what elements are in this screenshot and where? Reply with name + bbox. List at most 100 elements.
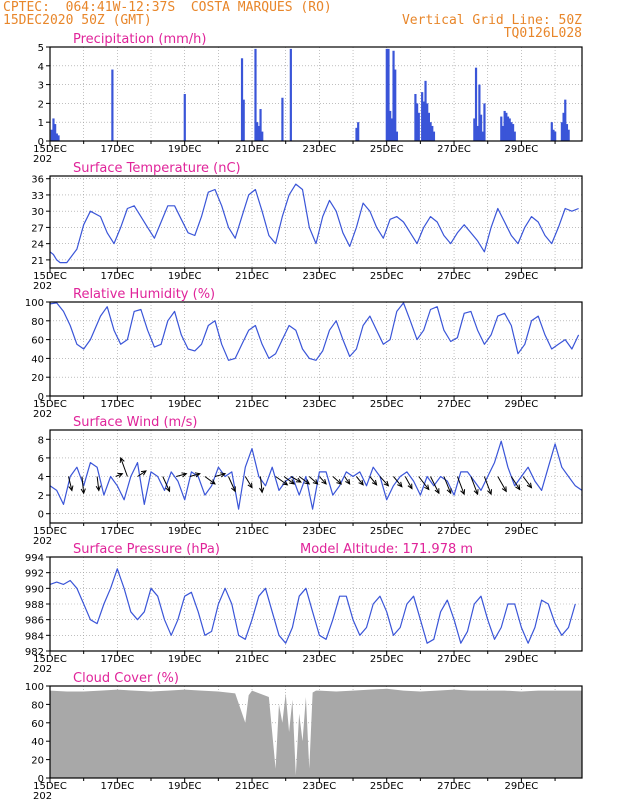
wind-arrow [456,476,465,495]
x-tick-label: 19DEC [168,399,202,410]
x-tick-label: 25DEC [370,399,404,410]
year-label: 202 [33,664,52,675]
wind-arrow [137,470,147,477]
precip-bar [565,124,569,141]
year-label: 202 [33,536,52,547]
wind-arrowhead [501,486,507,493]
precip-bar [550,122,553,141]
wind-arrow [356,476,364,486]
precip-bar [431,125,434,141]
header-date: 15DEC2020 50Z (GMT) [3,13,152,28]
precip-bar [390,118,393,141]
y-tick-label: 40 [31,737,44,748]
wind-arrowhead [209,479,216,485]
x-tick-label: 21DEC [235,781,269,792]
precip-bar [259,109,262,141]
y-tick-label: 990 [25,584,44,595]
precip-bar [562,112,565,141]
wind-arrow [483,476,492,495]
wind-arrowhead [194,472,201,478]
precip-bar [560,122,563,141]
precip-bar [474,67,478,141]
wind-arrowhead [336,479,343,485]
precip-bar [481,131,484,141]
precip-bar [479,114,483,141]
wind-arrow [497,476,507,492]
wind-arrowhead [247,482,253,489]
precip-bar [389,110,392,141]
y-tick-label: 3 [38,81,44,92]
precip-bar [183,94,186,141]
precip-bar [554,131,557,141]
header-line1: CPTEC: 064:41W-12:37S COSTA MARQUES (RO) [3,0,332,15]
x-tick-label: 25DEC [370,781,404,792]
x-tick-label: 15DEC [33,781,67,792]
wind-arrowhead [220,472,227,478]
wind-arrowhead [117,472,124,478]
wind-arrow [430,476,440,494]
wind-arrow [275,476,288,486]
wind-arrow [510,476,521,490]
precip-bar [427,112,430,141]
y-tick-label: 80 [31,700,44,711]
y-tick-label: 0 [38,137,44,148]
x-tick-label: 29DEC [505,781,539,792]
x-tick-label: 15DEC [33,271,67,282]
wind-arrow [393,476,403,488]
precip-bar [414,94,417,141]
wind-arrowhead [434,488,440,495]
precip-bar [567,129,570,141]
y-tick-label: 20 [31,756,44,767]
wind-arrowhead [68,485,74,492]
wind-arrowhead [345,478,351,485]
y-tick-label: 982 [25,647,44,658]
x-tick-label: 23DEC [302,526,336,537]
x-tick-label: 27DEC [437,654,471,665]
wind-arrow [318,476,327,485]
wind-arrowhead [282,480,289,486]
panel-frame [49,685,583,779]
x-tick-label: 23DEC [302,654,336,665]
wind-arrow [369,476,377,486]
wind-arrowhead [140,470,147,476]
x-tick-label: 27DEC [437,781,471,792]
wind-arrow [522,476,532,488]
panel-frame [49,46,583,142]
wind-arrow [162,476,170,492]
wind-arrowhead [446,488,452,495]
panel-frame [49,429,583,524]
precip-bar [261,131,264,141]
wind-arrowhead [397,481,403,488]
precip-bar [505,112,508,141]
wind-arrow [259,476,263,493]
y-tick-label: 5 [38,43,44,54]
x-tick-label: 21DEC [235,271,269,282]
y-tick-label: 988 [25,600,44,611]
wind-arrow [189,473,200,477]
wind-arrow [344,476,351,485]
x-tick-label: 19DEC [168,526,202,537]
precip-bar [392,50,395,142]
precip-bar [421,92,424,141]
x-tick-label: 19DEC [168,271,202,282]
precip-bar [50,129,53,141]
precip-bar [416,103,419,141]
precip-bar [478,84,481,141]
x-tick-label: 17DEC [100,399,134,410]
x-tick-label: 27DEC [437,399,471,410]
y-tick-label: 20 [31,373,44,384]
y-tick-label: 21 [31,256,44,267]
x-tick-label: 19DEC [168,781,202,792]
x-tick-label: 17DEC [100,526,134,537]
precip-bar [506,116,510,141]
y-tick-label: 60 [31,336,44,347]
precip-bar [426,103,429,141]
precip-bar [257,125,260,141]
wind-arrowhead [383,480,390,487]
y-tick-label: 992 [25,569,44,580]
header-grid-note: Vertical Grid Line: 50Z [401,13,582,28]
precip-bar [501,125,505,141]
wind-arrowhead [515,484,521,491]
wind-arrowhead [424,484,430,491]
y-tick-label: 984 [25,631,44,642]
